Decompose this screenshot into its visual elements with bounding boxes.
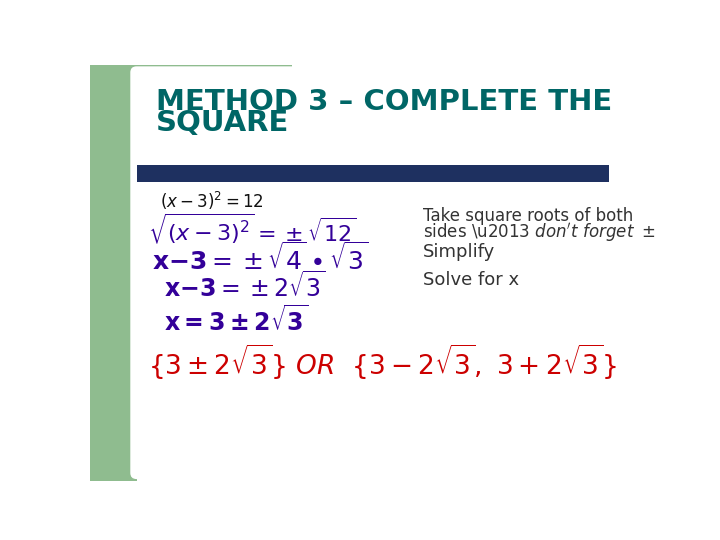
Text: Simplify: Simplify	[423, 244, 495, 261]
Bar	[90, 65, 292, 180]
Text: $\mathbf{x{-}3} = \pm 2\sqrt{3}$: $\mathbf{x{-}3} = \pm 2\sqrt{3}$	[163, 271, 325, 302]
Text: Solve for x: Solve for x	[423, 271, 519, 289]
Text: Take square roots of both: Take square roots of both	[423, 207, 634, 225]
Text: $\{3 \pm 2\sqrt{3}\}\ \mathit{OR}\ \ \{3 - 2\sqrt{3},\ 3 + 2\sqrt{3}\}$: $\{3 \pm 2\sqrt{3}\}\ \mathit{OR}\ \ \{3…	[148, 342, 617, 382]
Text: $(x - 3)^2 = 12$: $(x - 3)^2 = 12$	[160, 190, 264, 212]
Text: SQUARE: SQUARE	[156, 110, 289, 138]
Bar	[137, 165, 609, 182]
FancyBboxPatch shape	[130, 66, 647, 479]
Text: sides \u2013 $\mathit{don't\ forget}\ \pm$: sides \u2013 $\mathit{don't\ forget}\ \p…	[423, 221, 656, 244]
Bar	[90, 65, 137, 481]
Text: $\mathbf{x{-}3} = \pm\sqrt{4}\bullet\sqrt{3}$: $\mathbf{x{-}3} = \pm\sqrt{4}\bullet\sqr…	[152, 242, 369, 274]
Text: METHOD 3 – COMPLETE THE: METHOD 3 – COMPLETE THE	[156, 88, 612, 116]
Text: $\sqrt{(x-3)^2} = \pm\sqrt{12}$: $\sqrt{(x-3)^2} = \pm\sqrt{12}$	[148, 211, 356, 246]
Text: $\mathbf{x = 3 \pm 2\sqrt{3}}$: $\mathbf{x = 3 \pm 2\sqrt{3}}$	[163, 305, 308, 335]
